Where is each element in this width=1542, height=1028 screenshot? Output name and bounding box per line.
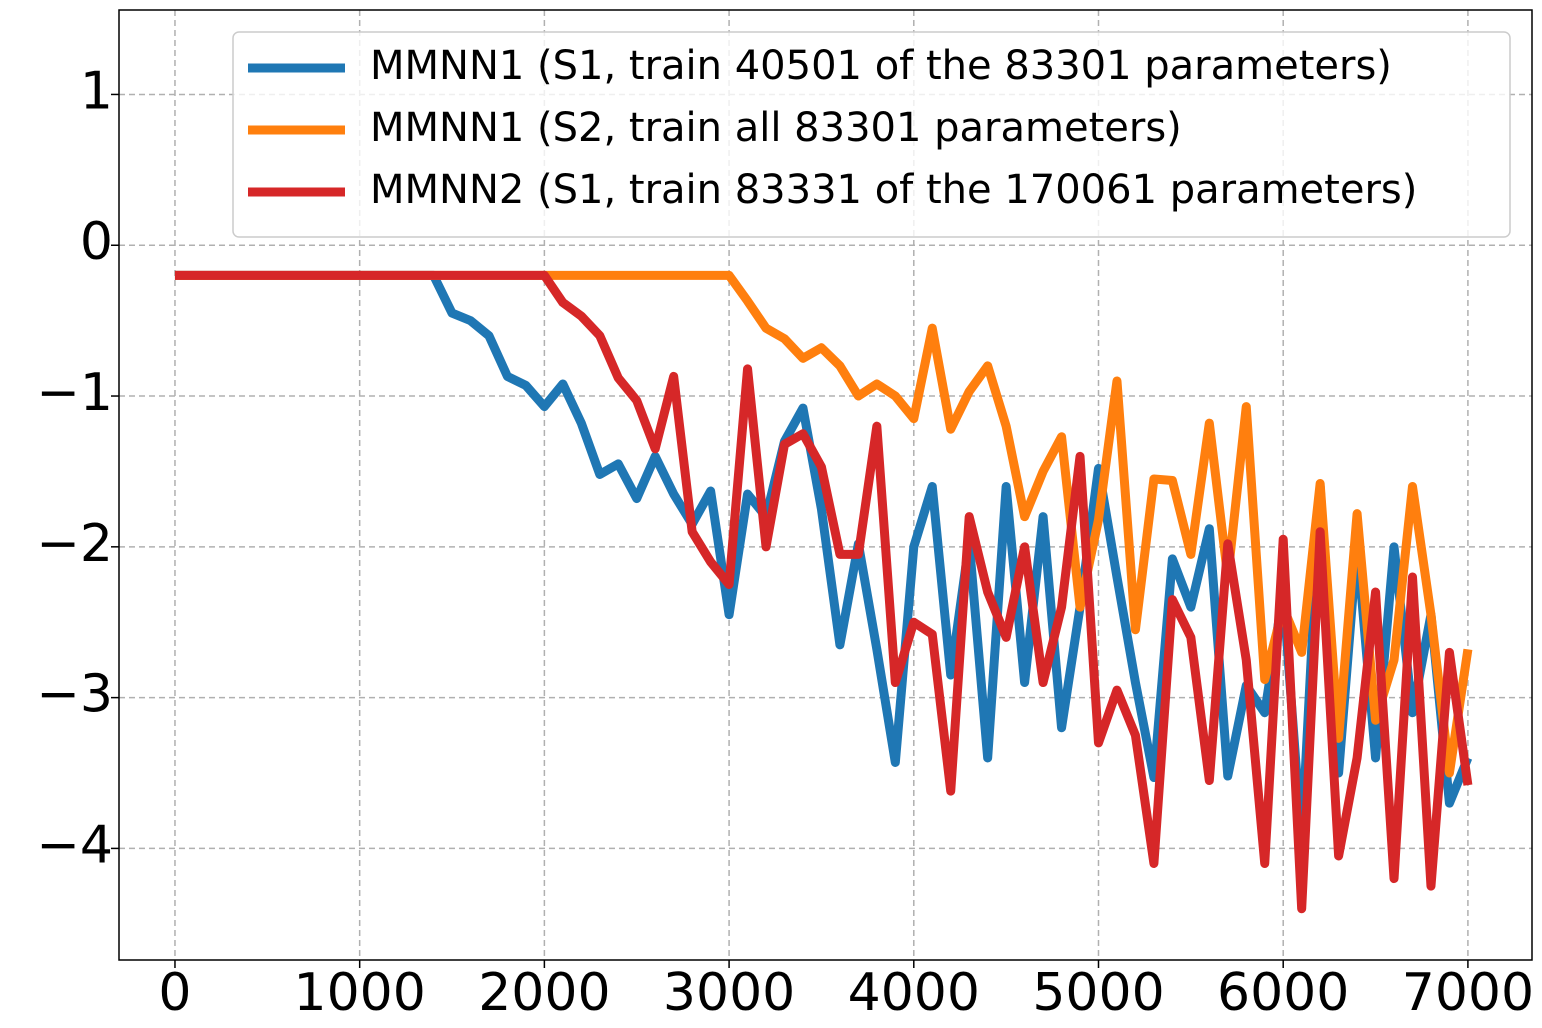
x-tick-label: 7000 [1402,963,1534,1023]
y-tick-label: −1 [36,363,113,423]
legend-label: MMNN2 (S1, train 83331 of the 170061 par… [370,167,1417,213]
x-tick-label: 5000 [1032,963,1164,1023]
x-tick-label: 1000 [293,963,425,1023]
y-tick-label: −3 [36,665,113,725]
legend-label: MMNN1 (S1, train 40501 of the 83301 para… [370,43,1392,89]
legend-label: MMNN1 (S2, train all 83301 parameters) [370,105,1182,151]
x-tick-label: 3000 [663,963,795,1023]
x-tick-label: 0 [158,963,191,1023]
y-tick-label: −4 [36,815,113,875]
plot-frame [118,9,1533,961]
y-tick-label: −2 [36,514,113,574]
series-line [174,270,1473,914]
y-tick-label: 1 [80,61,113,121]
x-tick-label: 2000 [478,963,610,1023]
x-tick-label: 6000 [1217,963,1349,1023]
legend-box [232,31,1511,238]
y-tick-label: 0 [80,212,113,272]
x-tick-label: 4000 [848,963,980,1023]
